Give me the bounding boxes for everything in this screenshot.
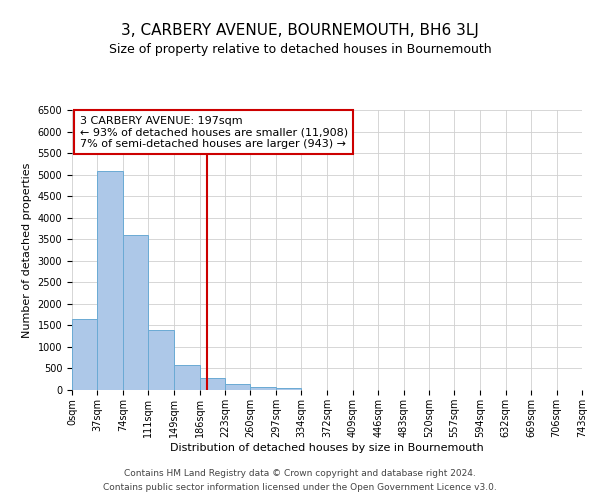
Bar [123,235,148,390]
Text: Contains HM Land Registry data © Crown copyright and database right 2024.: Contains HM Land Registry data © Crown c… [124,468,476,477]
Bar [225,384,250,390]
Bar [148,330,174,390]
Y-axis label: Number of detached properties: Number of detached properties [22,162,32,338]
Bar [200,378,225,390]
Bar [250,387,276,390]
Bar [276,388,301,390]
Text: 3 CARBERY AVENUE: 197sqm
← 93% of detached houses are smaller (11,908)
7% of sem: 3 CARBERY AVENUE: 197sqm ← 93% of detach… [80,116,348,149]
X-axis label: Distribution of detached houses by size in Bournemouth: Distribution of detached houses by size … [170,442,484,452]
Bar [174,365,200,390]
Bar [97,171,123,390]
Text: Size of property relative to detached houses in Bournemouth: Size of property relative to detached ho… [109,42,491,56]
Text: 3, CARBERY AVENUE, BOURNEMOUTH, BH6 3LJ: 3, CARBERY AVENUE, BOURNEMOUTH, BH6 3LJ [121,22,479,38]
Text: Contains public sector information licensed under the Open Government Licence v3: Contains public sector information licen… [103,484,497,492]
Bar [72,319,97,390]
